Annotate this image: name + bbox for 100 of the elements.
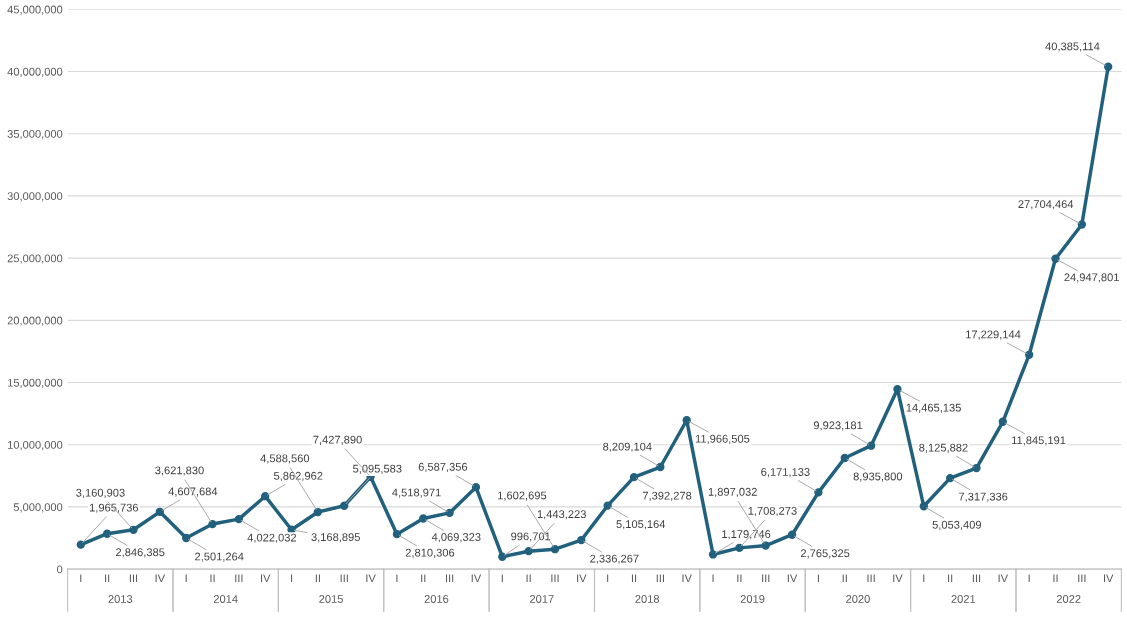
point <box>998 417 1007 426</box>
point <box>603 501 612 510</box>
data-label: 2,765,325 <box>800 549 850 559</box>
point <box>155 507 164 516</box>
data-label: 5,053,409 <box>932 520 982 531</box>
y-tick-label: 35,000,000 <box>7 130 63 140</box>
point <box>682 416 691 425</box>
text: 2014 <box>213 595 238 603</box>
point <box>550 545 560 554</box>
data-label: 7,317,336 <box>959 492 1008 502</box>
data-label: 6,587,356 <box>418 462 468 473</box>
point <box>1024 350 1034 359</box>
point <box>1104 62 1113 71</box>
data-label: 1,965,736 <box>89 503 139 513</box>
data-label: 1,897,032 <box>708 487 757 498</box>
x-tick-label: IV <box>893 574 903 583</box>
y-tick-label: 0 <box>57 565 63 574</box>
x-tick-label: I <box>923 574 925 583</box>
data-label: 2,846,385 <box>116 548 165 558</box>
x-tick-label: I <box>501 574 503 583</box>
point <box>261 492 270 501</box>
point <box>208 519 217 529</box>
x-tick-label: II <box>105 574 110 583</box>
y-tick-label: 20,000,000 <box>7 316 63 326</box>
text: 2020 <box>846 595 870 603</box>
point <box>814 488 823 497</box>
data-label: 4,069,323 <box>431 533 481 543</box>
data-label: 2,810,306 <box>405 548 455 558</box>
point <box>893 385 902 394</box>
data-label: 7,427,890 <box>313 435 362 445</box>
x-tick-label: II <box>631 574 637 583</box>
point <box>392 530 402 539</box>
x-tick-label: IV <box>155 574 166 583</box>
point <box>76 540 85 549</box>
x-tick-label: IV <box>260 574 271 583</box>
point <box>524 547 533 556</box>
y-tick-label: 40,000,000 <box>7 67 63 77</box>
point <box>629 473 639 482</box>
x-tick-label: I <box>396 574 398 583</box>
x-tick-label: II <box>948 574 953 583</box>
y-tick-label: 10,000,000 <box>8 441 63 451</box>
data-label: 14,465,135 <box>906 403 961 413</box>
data-label: 3,621,830 <box>155 466 204 476</box>
y-tick-label: 45,000,000 <box>7 5 63 15</box>
text: 2021 <box>951 595 976 603</box>
y-tick-label: 5,000,000 <box>13 503 63 513</box>
data-label: 3,168,895 <box>311 533 360 543</box>
data-label: 7,392,278 <box>642 491 692 501</box>
data-label: 24,947,801 <box>1064 273 1119 283</box>
point <box>972 463 981 473</box>
data-label: 17,229,144 <box>966 330 1021 340</box>
data-label: 4,588,560 <box>260 454 310 464</box>
x-tick-label: II <box>1053 574 1058 583</box>
data-label: 4,022,032 <box>247 533 297 543</box>
data-label: 1,708,273 <box>748 506 797 517</box>
point <box>313 507 323 517</box>
x-tick-label: II <box>421 574 426 583</box>
data-label: 11,966,505 <box>695 434 750 445</box>
x-tick-label: III <box>972 574 981 583</box>
text: 2015 <box>319 595 343 603</box>
x-tick-label: I <box>1028 574 1030 583</box>
y-tick-label: 30,000,000 <box>7 192 63 202</box>
data-label: 8,209,104 <box>603 442 652 452</box>
x-tick-label: III <box>340 574 348 583</box>
point <box>577 535 586 545</box>
text: 2017 <box>530 595 554 603</box>
point <box>129 525 138 534</box>
data-label: 1,443,223 <box>537 510 586 520</box>
x-tick-label: II <box>210 574 215 583</box>
data-label: 2,336,267 <box>590 554 639 564</box>
point <box>471 483 481 492</box>
x-tick-label: III <box>235 574 243 583</box>
point <box>181 533 191 543</box>
point <box>419 514 428 523</box>
x-tick-label: IV <box>998 574 1009 583</box>
x-tick-label: III <box>656 574 664 583</box>
point <box>656 462 665 472</box>
text: 2022 <box>1056 595 1081 603</box>
x-tick-label: IV <box>577 574 587 583</box>
data-label: 11,845,191 <box>1012 436 1066 446</box>
data-label: 9,923,181 <box>813 421 863 431</box>
data-label: 2,501,264 <box>195 552 244 562</box>
point <box>761 541 770 550</box>
point <box>787 530 797 539</box>
data-label: 4,518,971 <box>392 488 441 498</box>
point <box>340 501 349 510</box>
point <box>945 473 955 483</box>
data-label: 5,862,962 <box>273 471 323 482</box>
x-tick-label: I <box>291 574 293 583</box>
data-label: 1,602,695 <box>498 491 547 501</box>
x-tick-label: II <box>842 574 847 583</box>
data-label: 5,105,164 <box>616 520 666 530</box>
x-tick-label: IV <box>787 574 798 583</box>
x-tick-label: III <box>129 574 138 583</box>
data-label: 40,385,114 <box>1045 42 1100 52</box>
y-tick-label: 15,000,000 <box>8 378 63 388</box>
x-tick-label: III <box>1078 574 1086 583</box>
x-tick-label: III <box>446 574 454 583</box>
data-label: 3,160,903 <box>76 488 125 498</box>
x-tick-label: III <box>867 574 875 583</box>
